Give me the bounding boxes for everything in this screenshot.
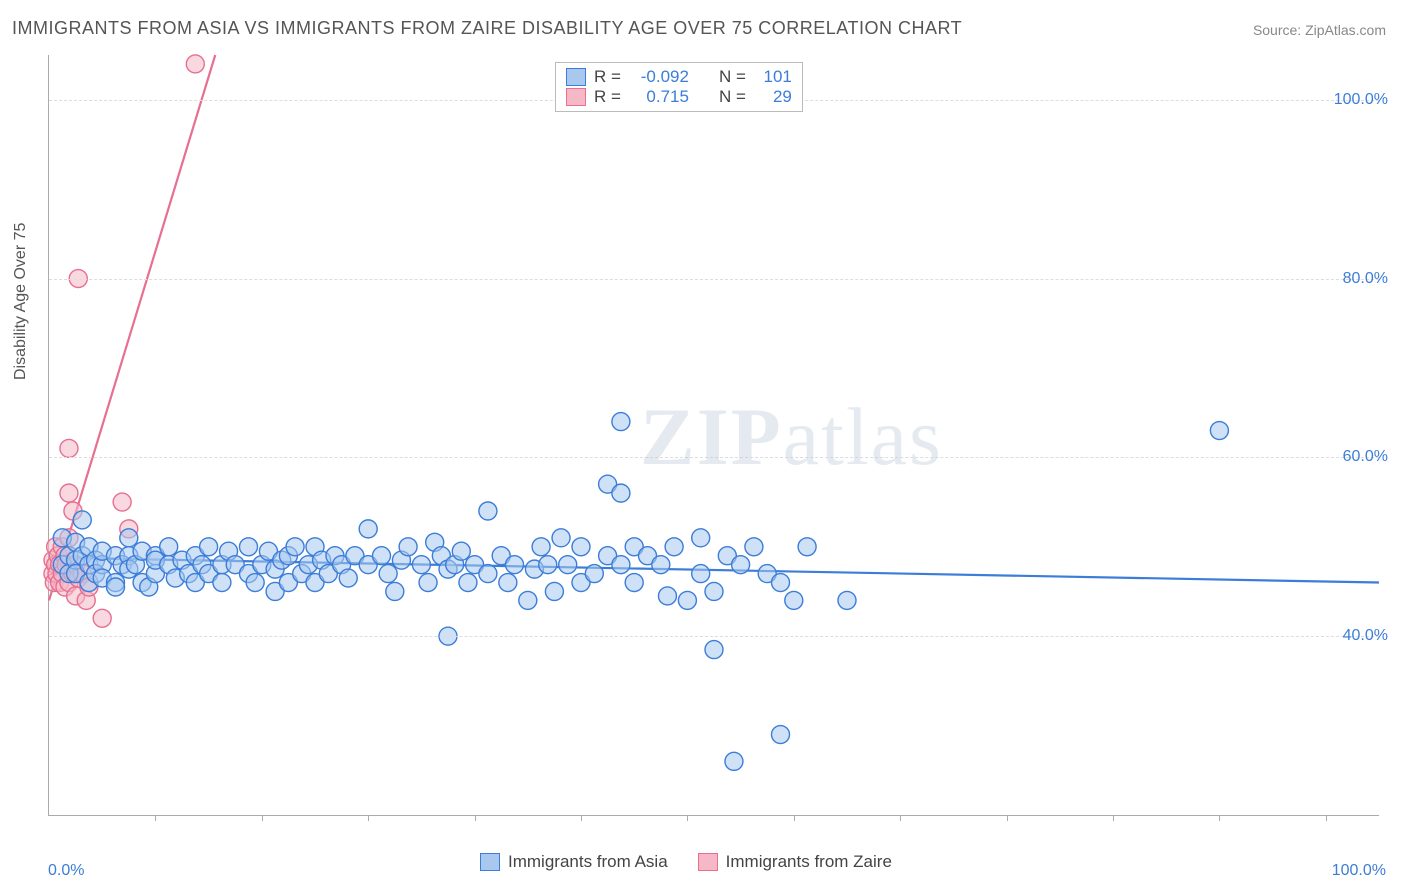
stats-legend-row: R = 0.715 N = 29 — [566, 87, 792, 107]
legend-swatch — [566, 68, 586, 86]
x-tick — [687, 815, 688, 821]
grid-line — [49, 457, 1379, 458]
r-value: -0.092 — [629, 67, 689, 87]
legend-item: Immigrants from Zaire — [698, 852, 892, 872]
n-value: 101 — [754, 67, 792, 87]
r-value: 0.715 — [629, 87, 689, 107]
y-tick-label: 80.0% — [1343, 270, 1388, 288]
grid-line — [49, 636, 1379, 637]
series-legend: Immigrants from Asia Immigrants from Zair… — [480, 852, 892, 872]
n-label: N = — [719, 67, 746, 87]
y-tick-label: 60.0% — [1343, 448, 1388, 466]
x-tick — [794, 815, 795, 821]
x-tick — [581, 815, 582, 821]
stats-legend-row: R = -0.092 N = 101 — [566, 67, 792, 87]
stats-legend: R = -0.092 N = 101 R = 0.715 N = 29 — [555, 62, 803, 112]
x-tick-0: 0.0% — [48, 862, 84, 880]
legend-swatch — [698, 853, 718, 871]
y-tick-label: 100.0% — [1334, 91, 1388, 109]
x-tick — [1219, 815, 1220, 821]
legend-item: Immigrants from Asia — [480, 852, 668, 872]
legend-label: Immigrants from Zaire — [726, 852, 892, 872]
x-tick — [475, 815, 476, 821]
n-value: 29 — [754, 87, 792, 107]
x-tick — [368, 815, 369, 821]
r-label: R = — [594, 67, 621, 87]
y-tick-label: 40.0% — [1343, 627, 1388, 645]
x-tick — [1113, 815, 1114, 821]
grid-line — [49, 279, 1379, 280]
legend-swatch — [480, 853, 500, 871]
x-tick — [900, 815, 901, 821]
source-label: Source: ZipAtlas.com — [1253, 22, 1386, 38]
x-tick — [1007, 815, 1008, 821]
legend-label: Immigrants from Asia — [508, 852, 668, 872]
x-tick — [155, 815, 156, 821]
chart-plot-area — [48, 55, 1379, 816]
scatter-svg — [49, 55, 1379, 815]
x-tick-100: 100.0% — [1332, 862, 1386, 880]
n-label: N = — [719, 87, 746, 107]
legend-swatch — [566, 88, 586, 106]
x-tick — [262, 815, 263, 821]
x-tick — [1326, 815, 1327, 821]
chart-title: IMMIGRANTS FROM ASIA VS IMMIGRANTS FROM … — [12, 18, 962, 39]
y-axis-label: Disability Age Over 75 — [12, 223, 30, 380]
r-label: R = — [594, 87, 621, 107]
